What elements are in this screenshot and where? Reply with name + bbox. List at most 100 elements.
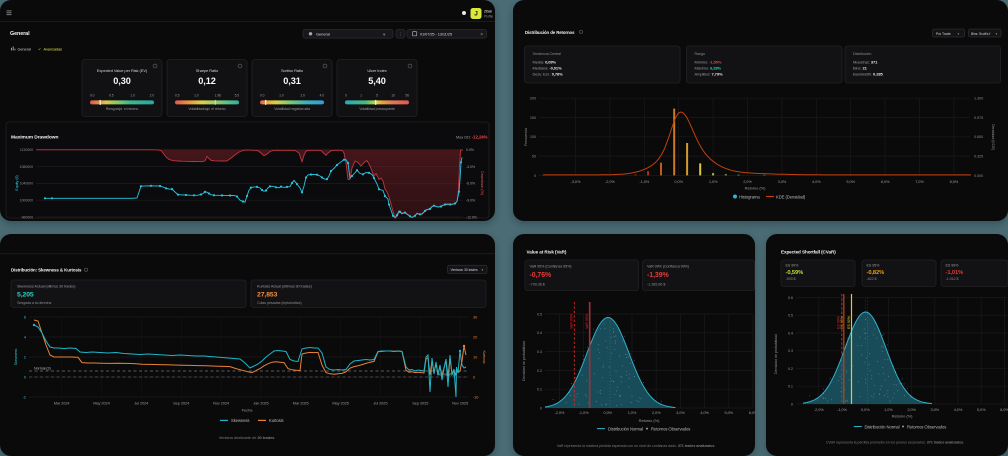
svg-text:0: 0 — [24, 374, 27, 379]
svg-text:1.0: 1.0 — [194, 94, 199, 98]
svg-text:ES 90%: ES 90% — [847, 315, 851, 329]
svg-text:Volatilidad/ajd. el retorno: Volatilidad/ajd. el retorno — [188, 107, 225, 111]
svg-text:-593 $: -593 $ — [786, 277, 796, 281]
svg-text:1130000: 1130000 — [20, 148, 33, 152]
svg-text:-2,0%: -2,0% — [605, 179, 615, 184]
svg-text:6: 6 — [24, 314, 26, 319]
svg-text:Skewness: Skewness — [14, 348, 18, 365]
svg-text:-1,01%: -1,01% — [946, 270, 964, 276]
svg-text:Retornos Observados: Retornos Observados — [651, 426, 690, 431]
svg-text:Retorno (%): Retorno (%) — [639, 418, 660, 423]
svg-text:Bins: 21: Bins: 21 — [853, 65, 868, 70]
svg-text:-12.0%: -12.0% — [466, 215, 478, 219]
svg-text:Jan 2025: Jan 2025 — [253, 401, 268, 406]
svg-text:7,0%: 7,0% — [915, 179, 924, 184]
svg-text:0,0%: 0,0% — [674, 179, 683, 184]
svg-text:6,0%: 6,0% — [749, 410, 755, 415]
svg-text:Jul 2025: Jul 2025 — [373, 401, 387, 406]
svg-text:Retorno (%): Retorno (%) — [892, 414, 913, 419]
svg-text:0.4: 0.4 — [788, 330, 794, 335]
svg-text:Distribución de Retornos: Distribución de Retornos — [525, 30, 575, 35]
svg-text:5,0%: 5,0% — [725, 410, 734, 415]
svg-text:Ventana deslizante de 30 trade: Ventana deslizante de 30 trades. — [219, 435, 276, 440]
svg-text:8,0%: 8,0% — [950, 179, 959, 184]
svg-text:Kurtosis: Kurtosis — [269, 418, 284, 423]
svg-text:3,0%: 3,0% — [676, 410, 685, 415]
svg-text:1.98: 1.98 — [215, 94, 221, 98]
svg-text:-3,0%: -3,0% — [571, 179, 581, 184]
svg-text:Normal (3): Normal (3) — [34, 367, 51, 371]
svg-text:Nov 2024: Nov 2024 — [213, 401, 230, 406]
svg-text:4,0%: 4,0% — [700, 410, 709, 415]
svg-text:30: 30 — [473, 314, 478, 319]
svg-text:Sortino Ratio: Sortino Ratio — [281, 68, 304, 73]
svg-text:-2,0%: -2,0% — [555, 410, 565, 415]
svg-text:⋮: ⋮ — [398, 32, 403, 37]
svg-text:0.975: 0.975 — [974, 116, 983, 120]
svg-text:0: 0 — [534, 174, 536, 178]
svg-text:Avanzadas: Avanzadas — [44, 46, 63, 51]
svg-text:20: 20 — [473, 334, 478, 339]
svg-text:5,205: 5,205 — [17, 292, 34, 299]
svg-text:Ulcer Index: Ulcer Index — [367, 68, 386, 73]
svg-text:0.5: 0.5 — [175, 94, 180, 98]
svg-text:Ventana: 30 trades: Ventana: 30 trades — [451, 268, 478, 272]
svg-text:10: 10 — [391, 94, 395, 98]
svg-text:Distribución: Skewness & Kurto: Distribución: Skewness & Kurtosis — [11, 268, 82, 273]
svg-text:Drawdown (%): Drawdown (%) — [480, 171, 484, 196]
svg-text:4,0%: 4,0% — [954, 407, 963, 412]
svg-text:-1,39%: -1,39% — [647, 272, 670, 279]
svg-text:0,0%: 0,0% — [604, 410, 613, 415]
svg-text:0.5: 0.5 — [537, 311, 542, 316]
svg-text:6,0%: 6,0% — [881, 179, 890, 184]
svg-text:General: General — [10, 31, 30, 37]
svg-text:Sharpe Ratio: Sharpe Ratio — [196, 68, 219, 73]
svg-text:960000: 960000 — [21, 215, 33, 219]
svg-text:3,0%: 3,0% — [931, 407, 940, 412]
svg-text:1000000: 1000000 — [20, 199, 34, 203]
svg-text:Equity ($): Equity ($) — [15, 174, 19, 190]
svg-text:Max DD:: Max DD: — [456, 135, 471, 140]
svg-text:0.0%: 0.0% — [466, 148, 475, 152]
svg-text:Sesgada a la derecha: Sesgada a la derecha — [17, 301, 52, 305]
svg-text:ES 95%: ES 95% — [867, 263, 881, 267]
svg-text:ES 90%: ES 90% — [786, 263, 800, 267]
svg-text:Volatilidad preocupante: Volatilidad preocupante — [359, 107, 395, 111]
svg-text:200: 200 — [530, 97, 536, 101]
svg-text:0.3: 0.3 — [537, 349, 542, 354]
svg-text:J: J — [474, 10, 478, 17]
svg-text:150: 150 — [530, 116, 536, 120]
svg-text:2,0%: 2,0% — [907, 407, 916, 412]
svg-text:ES 95%: ES 95% — [840, 315, 844, 329]
svg-text:0.000: 0.000 — [974, 174, 983, 178]
svg-text:Expected Value per Risk (EV): Expected Value per Risk (EV) — [97, 68, 148, 73]
svg-text:VaR 99% (Confianza 99%): VaR 99% (Confianza 99%) — [647, 265, 689, 269]
svg-text:Máximo: 6,28%: Máximo: 6,28% — [695, 65, 722, 70]
svg-text:1: 1 — [360, 94, 362, 98]
svg-text:Frecuencia: Frecuencia — [524, 127, 528, 146]
svg-text:CVaR representa la pérdida pro: CVaR representa la pérdida promedio en l… — [826, 441, 964, 445]
svg-text:0.1: 0.1 — [537, 387, 542, 392]
svg-text:-1,0%: -1,0% — [579, 410, 589, 415]
svg-text:▾: ▾ — [482, 268, 484, 272]
svg-text:Densidad de probabilidad: Densidad de probabilidad — [774, 334, 778, 374]
svg-text:0.2: 0.2 — [788, 366, 793, 371]
svg-text:Sep 2025: Sep 2025 — [412, 401, 428, 406]
svg-text:ES 99%: ES 99% — [837, 315, 841, 329]
svg-text:1,0%: 1,0% — [884, 407, 893, 412]
svg-text:5.5: 5.5 — [235, 94, 240, 98]
svg-text:-1.385,66 $: -1.385,66 $ — [647, 283, 666, 287]
svg-text:0,0%: 0,0% — [861, 407, 870, 412]
svg-text:-0,76%: -0,76% — [530, 272, 553, 279]
svg-text:General: General — [316, 32, 330, 37]
svg-text:1040000: 1040000 — [20, 182, 34, 186]
svg-text:Jul 2024: Jul 2024 — [134, 401, 149, 406]
svg-text:▾: ▾ — [383, 32, 385, 37]
svg-text:2.0: 2.0 — [301, 94, 306, 98]
svg-text:Distribución Normal: Distribución Normal — [608, 426, 643, 431]
svg-text:Mediana: -0,01%: Mediana: -0,01% — [533, 65, 563, 70]
svg-text:-12,24%: -12,24% — [472, 135, 488, 140]
svg-text:0: 0 — [345, 94, 347, 98]
svg-text:6,0%: 6,0% — [1000, 407, 1008, 412]
svg-text:1080000: 1080000 — [20, 165, 34, 169]
